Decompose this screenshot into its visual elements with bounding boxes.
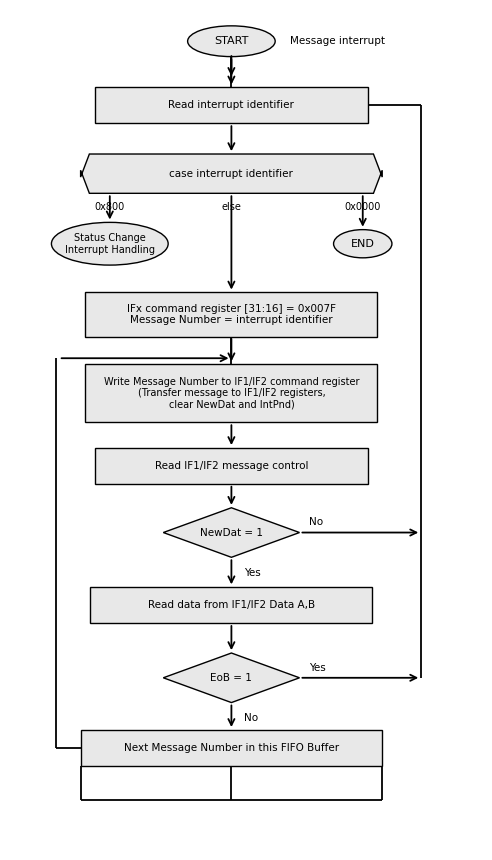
Text: IFx command register [31:16] = 0x007F
Message Number = interrupt identifier: IFx command register [31:16] = 0x007F Me… — [127, 304, 336, 325]
Text: Read data from IF1/IF2 Data A,B: Read data from IF1/IF2 Data A,B — [148, 600, 315, 610]
FancyBboxPatch shape — [91, 587, 372, 623]
Text: Next Message Number in this FIFO Buffer: Next Message Number in this FIFO Buffer — [124, 743, 339, 752]
FancyBboxPatch shape — [95, 88, 368, 123]
Ellipse shape — [187, 26, 275, 57]
Text: Yes: Yes — [244, 568, 260, 578]
Polygon shape — [163, 507, 300, 557]
Text: else: else — [221, 202, 242, 212]
FancyBboxPatch shape — [81, 730, 382, 765]
Polygon shape — [163, 653, 300, 703]
FancyBboxPatch shape — [86, 292, 377, 337]
Text: 0x800: 0x800 — [94, 202, 125, 212]
Text: Read IF1/IF2 message control: Read IF1/IF2 message control — [154, 461, 308, 471]
Text: No: No — [244, 713, 258, 723]
Text: 0x0000: 0x0000 — [344, 202, 381, 212]
Polygon shape — [81, 154, 382, 194]
Text: NewDat = 1: NewDat = 1 — [200, 527, 263, 538]
Text: Write Message Number to IF1/IF2 command register
(Transfer message to IF1/IF2 re: Write Message Number to IF1/IF2 command … — [104, 377, 359, 410]
FancyBboxPatch shape — [95, 448, 368, 484]
Ellipse shape — [52, 223, 168, 265]
Text: case interrupt identifier: case interrupt identifier — [169, 169, 293, 179]
Ellipse shape — [334, 230, 392, 258]
FancyBboxPatch shape — [86, 364, 377, 422]
Text: Message interrupt: Message interrupt — [290, 36, 385, 46]
Text: No: No — [309, 517, 323, 527]
Text: END: END — [351, 239, 375, 249]
Text: Read interrupt identifier: Read interrupt identifier — [168, 101, 294, 110]
Text: START: START — [214, 36, 248, 46]
Text: Status Change
Interrupt Handling: Status Change Interrupt Handling — [65, 233, 155, 255]
Text: Yes: Yes — [309, 662, 326, 673]
Text: EoB = 1: EoB = 1 — [211, 673, 252, 683]
